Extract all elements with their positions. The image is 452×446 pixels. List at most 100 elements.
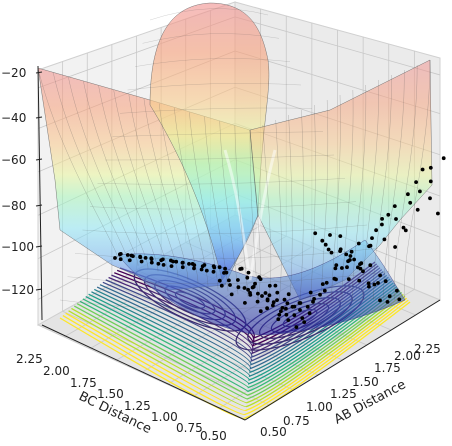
mesh-line bbox=[67, 271, 390, 285]
mesh-line bbox=[275, 119, 282, 301]
z-axis-line bbox=[37, 65, 43, 321]
contour-line bbox=[85, 284, 396, 385]
z-tick-label: −60 bbox=[1, 153, 26, 167]
trajectory-point bbox=[436, 211, 440, 216]
trajectory-point bbox=[403, 228, 408, 233]
trajectory-point bbox=[260, 294, 264, 298]
mesh-line bbox=[383, 69, 405, 301]
trajectory-point bbox=[420, 167, 425, 172]
trajectory-point bbox=[418, 189, 422, 194]
mesh-line bbox=[89, 201, 357, 210]
trajectory-point bbox=[192, 266, 196, 271]
z-tick-label: −120 bbox=[1, 283, 34, 297]
trajectory-point bbox=[387, 294, 392, 299]
x-tick-label: 2.00 bbox=[394, 349, 421, 363]
contour-line bbox=[79, 288, 399, 393]
y-axis-line bbox=[41, 324, 246, 421]
trajectory-point bbox=[401, 225, 406, 230]
trajectory-point bbox=[250, 285, 255, 290]
trajectory-point bbox=[366, 281, 371, 286]
trajectory-point bbox=[408, 200, 413, 205]
trajectory-point bbox=[246, 270, 251, 275]
mesh-line bbox=[97, 178, 346, 185]
trajectory-point bbox=[263, 291, 268, 295]
trajectory-point bbox=[149, 260, 154, 265]
mesh-line bbox=[234, 125, 249, 298]
trajectory-point bbox=[243, 301, 247, 305]
trajectory-point bbox=[275, 290, 280, 295]
contour-line bbox=[65, 297, 408, 412]
trajectory-point bbox=[290, 304, 295, 309]
z-tick-mark bbox=[35, 245, 43, 248]
trajectory-point bbox=[357, 278, 362, 283]
contour-line bbox=[76, 290, 401, 396]
trajectory-point bbox=[302, 320, 307, 324]
trajectory-point bbox=[169, 264, 174, 268]
z-tick-mark bbox=[35, 71, 43, 74]
trajectory-point bbox=[284, 312, 289, 317]
surface-right-wing bbox=[249, 59, 433, 301]
trajectory-point bbox=[349, 249, 354, 254]
mesh-line bbox=[174, 107, 209, 286]
trajectory-point bbox=[320, 238, 325, 243]
trajectory-point bbox=[125, 253, 130, 257]
trajectory-point bbox=[149, 257, 154, 261]
trajectory-point bbox=[322, 288, 327, 293]
mesh-line bbox=[331, 94, 341, 301]
mesh-line bbox=[352, 84, 367, 301]
trajectory-point bbox=[334, 263, 339, 267]
z-tick-mark bbox=[35, 204, 43, 207]
z-tick-label: −40 bbox=[1, 111, 26, 125]
trajectory-point bbox=[255, 299, 260, 304]
trajectory-point bbox=[187, 262, 191, 266]
trajectory-point bbox=[328, 233, 332, 237]
z-tick-label: −20 bbox=[1, 66, 26, 80]
mesh-line bbox=[341, 89, 354, 301]
mesh-line bbox=[142, 33, 280, 44]
trajectory-point bbox=[265, 297, 270, 302]
mesh-line bbox=[74, 248, 379, 260]
trajectory-point bbox=[180, 265, 185, 270]
trajectory-point bbox=[161, 263, 166, 267]
trajectory-point bbox=[312, 297, 316, 301]
trajectory-point bbox=[386, 212, 391, 217]
trajectory-point bbox=[228, 283, 232, 287]
trajectory-point bbox=[253, 281, 257, 286]
trajectory-point bbox=[286, 292, 291, 297]
trajectory-point bbox=[346, 277, 351, 281]
trajectory-point bbox=[294, 325, 299, 329]
trajectory-point bbox=[383, 279, 388, 284]
trajectory-point bbox=[223, 266, 228, 271]
trajectory-point bbox=[329, 250, 334, 255]
trajectory-point bbox=[348, 258, 352, 262]
trajectory-point bbox=[275, 298, 279, 302]
x-tick-label: 1.00 bbox=[306, 400, 333, 414]
contour-line bbox=[88, 282, 394, 381]
trajectory-point bbox=[320, 282, 325, 286]
trajectory-point bbox=[313, 231, 318, 236]
mesh-line bbox=[204, 116, 229, 292]
trajectory-point bbox=[248, 293, 253, 297]
contour-line bbox=[82, 286, 398, 389]
trajectory-point bbox=[224, 270, 229, 275]
trajectory-point bbox=[380, 222, 384, 227]
trajectory-point bbox=[348, 254, 353, 258]
mesh-line bbox=[189, 112, 219, 289]
y-tick-label: 2.25 bbox=[16, 352, 43, 366]
trajectory-point bbox=[385, 300, 390, 304]
trajectory-point bbox=[414, 180, 418, 185]
trajectory-point bbox=[305, 304, 310, 309]
trajectory-point bbox=[392, 204, 397, 209]
trajectory-point bbox=[271, 303, 275, 308]
trajectory-point bbox=[367, 284, 371, 289]
contour-line bbox=[62, 299, 409, 416]
contour-line bbox=[73, 291, 403, 400]
mesh-line bbox=[82, 224, 368, 235]
surface-saddle-ridge bbox=[223, 149, 277, 281]
mesh-line bbox=[112, 131, 324, 137]
trajectory-point bbox=[256, 291, 260, 296]
trajectory-point bbox=[378, 298, 382, 303]
z-tick-mark bbox=[35, 116, 43, 119]
